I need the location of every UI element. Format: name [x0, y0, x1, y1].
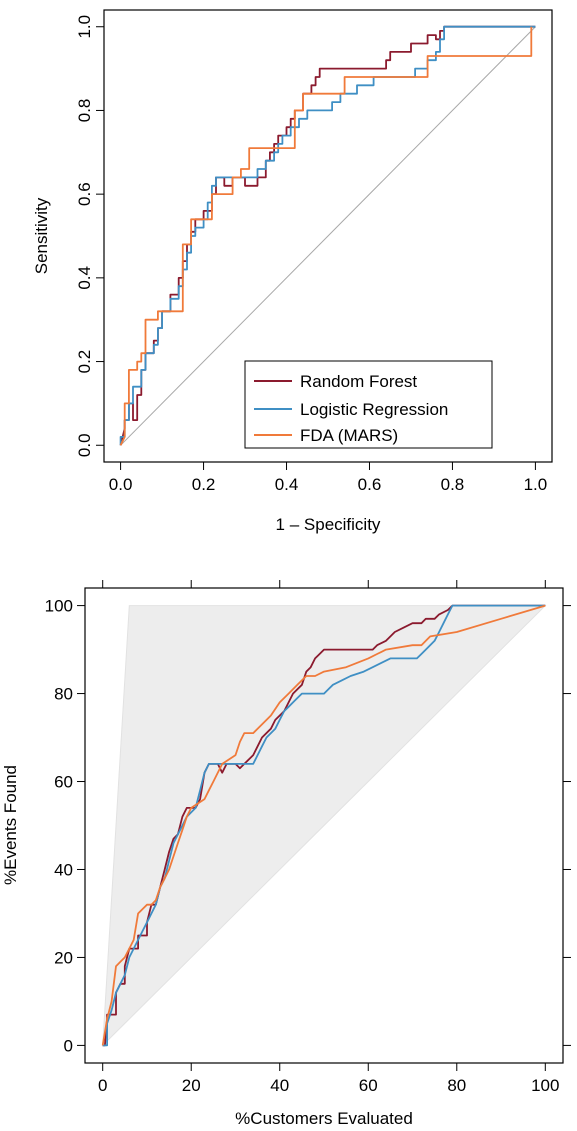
lift-x-axis-label: %Customers Evaluated: [235, 1109, 413, 1128]
x-tick-label: 0.2: [192, 475, 216, 494]
lift-y-axis-label: %Events Found: [1, 765, 20, 885]
roc-legend: Random Forest Logistic Regression FDA (M…: [244, 360, 493, 449]
roc-y-axis: 0.0 0.2 0.4 0.6 0.8 1.0: [75, 15, 104, 457]
roc-x-axis-label: 1 – Specificity: [276, 515, 381, 534]
series-line-logistic-regression: [102, 604, 546, 1047]
y-tick-label: 0.6: [75, 182, 94, 206]
diagonal-reference: [120, 26, 536, 446]
lift-series-lines: [101, 604, 546, 1047]
x-tick-label: 0.8: [441, 475, 465, 494]
lift-x-axis: 0 20 40 60 80 100: [98, 580, 559, 1095]
series-line-fda-mars: [119, 26, 533, 446]
y-tick-label: 0.2: [75, 350, 94, 374]
series-line-fda-mars: [101, 604, 546, 1046]
y-tick-label: 60: [54, 773, 73, 792]
x-tick-label: 60: [359, 1076, 378, 1095]
x-tick-label: 80: [447, 1076, 466, 1095]
roc-chart: 0.0 0.2 0.4 0.6 0.8 1.0 0.0 0.2 0.4 0.6 0.8 1.0 1 …: [32, 9, 553, 534]
x-tick-label: 1.0: [524, 475, 548, 494]
x-tick-label: 100: [531, 1076, 559, 1095]
x-tick-label: 0.4: [275, 475, 299, 494]
legend-label-random-forest: Random Forest: [300, 372, 417, 391]
lift-y-axis: 0 20 40 60 80 100: [45, 597, 571, 1055]
y-tick-label: 100: [45, 597, 73, 616]
legend-label-fda-mars: FDA (MARS): [300, 426, 398, 445]
x-tick-label: 40: [270, 1076, 289, 1095]
y-tick-label: 0: [64, 1036, 73, 1055]
legend-box: [244, 360, 493, 449]
lift-shaded-region: [102, 605, 547, 1047]
x-tick-label: 0: [98, 1076, 107, 1095]
roc-y-axis-label: Sensitivity: [32, 197, 51, 274]
x-tick-label: 0.6: [358, 475, 382, 494]
y-tick-label: 40: [54, 860, 73, 879]
roc-plot-frame: [103, 9, 553, 463]
y-tick-label: 0.0: [75, 433, 94, 457]
shaded-area: [102, 605, 547, 1047]
y-tick-label: 1.0: [75, 15, 94, 39]
x-tick-label: 0.0: [109, 475, 133, 494]
y-tick-label: 0.8: [75, 99, 94, 123]
lift-chart: 0 20 40 60 80 100 0 20 40 60 80 100 %Customers Eva…: [1, 580, 571, 1128]
y-tick-label: 20: [54, 948, 73, 967]
roc-reference-line: [120, 26, 536, 446]
y-tick-label: 0.4: [75, 266, 94, 290]
legend-label-logistic-regression: Logistic Regression: [300, 400, 448, 419]
y-tick-label: 80: [54, 685, 73, 704]
series-line-logistic-regression: [119, 25, 536, 446]
roc-x-axis: 0.0 0.2 0.4 0.6 0.8 1.0: [109, 462, 547, 494]
lift-plot-frame: [84, 587, 564, 1064]
roc-series-lines: [119, 25, 536, 446]
x-tick-label: 20: [182, 1076, 201, 1095]
